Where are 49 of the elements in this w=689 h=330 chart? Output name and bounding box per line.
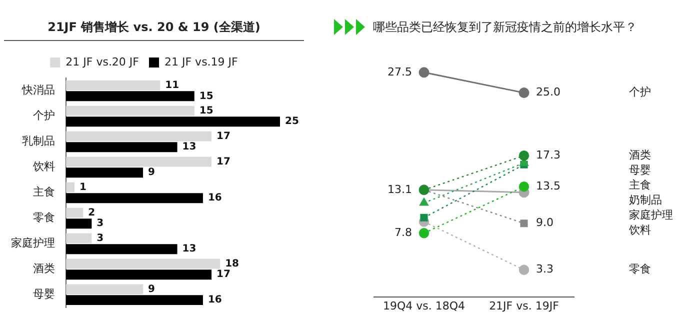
text: 母婴: [629, 163, 651, 176]
data-label: 11: [165, 80, 180, 91]
text: 零食: [629, 262, 651, 276]
text: 家庭护理: [629, 208, 673, 222]
data-label: 13: [182, 244, 196, 255]
data-label: 9: [148, 284, 156, 295]
y-tick-label: 零食: [33, 211, 55, 224]
data-label: 1: [80, 182, 87, 193]
data-label: 3: [96, 232, 104, 244]
data-label: 16: [208, 192, 222, 204]
y-tick-label: 家庭护理: [11, 236, 55, 250]
data-label: 25.0: [536, 86, 560, 99]
text: 酒类: [629, 148, 651, 162]
text: 奶制品: [629, 193, 662, 206]
data-label: 17.3: [536, 148, 560, 162]
legend-label: 21 JF vs.20 JF: [66, 55, 140, 68]
y-tick-label: 快消品: [21, 84, 55, 97]
legend-label: 21 JF vs.19 JF: [164, 55, 238, 68]
y-tick-label: 个护: [33, 109, 55, 122]
data-label: 17: [216, 269, 230, 280]
text: 主食: [629, 178, 651, 192]
y-tick-label: 主食: [33, 186, 55, 199]
data-label: 27.5: [388, 65, 412, 78]
y-tick-label: 酒类: [33, 262, 55, 276]
data-label: 17: [216, 130, 230, 142]
text: 饮料: [628, 223, 651, 236]
chart-title: 哪些品类已经恢复到了新冠疫情之前的增长水平？: [373, 18, 637, 36]
data-label: 7.8: [394, 226, 412, 240]
x-tick-label: 19Q4 vs. 18Q4: [382, 299, 466, 312]
data-label: 15: [199, 105, 214, 116]
y-tick-label: 饮料: [32, 160, 55, 174]
data-label: 3: [96, 218, 104, 230]
x-tick-label: 21JF vs. 19JF: [489, 299, 559, 312]
data-label: 25: [285, 116, 299, 128]
data-label: 2: [88, 207, 96, 218]
data-label: 16: [208, 294, 222, 306]
y-tick-label: 母婴: [33, 288, 55, 301]
data-label: 3.3: [536, 262, 554, 276]
data-label: 18: [225, 258, 240, 270]
text: 个护: [629, 86, 651, 99]
data-label: 15: [199, 90, 214, 102]
data-label: 9: [148, 167, 156, 178]
data-label: 13: [182, 142, 196, 153]
data-label: 13.1: [388, 182, 412, 196]
data-label: 17: [216, 156, 230, 168]
data-label: 9.0: [536, 216, 554, 230]
data-label: 13.5: [536, 180, 560, 192]
chart-title: 21JF 销售增长 vs. 20 & 19 (全渠道): [48, 18, 260, 36]
y-tick-label: 乳制品: [22, 134, 55, 148]
